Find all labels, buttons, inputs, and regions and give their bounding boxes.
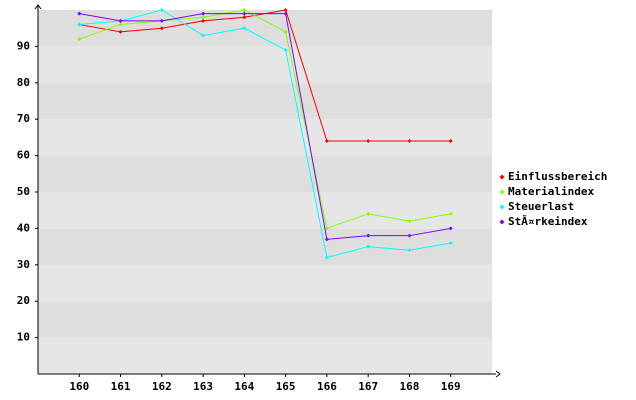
- x-axis-arrow: [495, 370, 501, 378]
- x-tick-label: 168: [400, 380, 420, 393]
- data-point: [201, 15, 206, 20]
- data-point: [366, 233, 371, 238]
- grid-band: [38, 10, 492, 47]
- series-line: [79, 13, 451, 240]
- data-point: [407, 139, 412, 144]
- series-line: [79, 9, 451, 230]
- y-tick-label: 20: [17, 294, 30, 307]
- x-tick-label: 165: [276, 380, 296, 393]
- y-axis-arrow: [34, 4, 42, 10]
- data-point: [448, 240, 453, 245]
- data-point: [448, 139, 453, 144]
- legend-marker: [499, 189, 505, 195]
- data-point: [324, 237, 329, 242]
- data-point: [77, 22, 82, 27]
- data-point: [77, 37, 82, 42]
- data-point: [118, 22, 123, 27]
- data-point: [407, 233, 412, 238]
- grid-band: [38, 82, 492, 120]
- legend-marker: [499, 204, 505, 210]
- data-point: [118, 29, 123, 34]
- data-point: [366, 244, 371, 249]
- series-line: [79, 9, 451, 259]
- data-point: [324, 226, 329, 231]
- data-point: [159, 8, 164, 12]
- data-point: [283, 29, 288, 34]
- data-point: [201, 33, 206, 38]
- grid-band: [38, 301, 492, 338]
- y-tick-label: 80: [17, 76, 30, 89]
- x-tick-label: 163: [193, 380, 213, 393]
- legend-marker: [499, 174, 505, 180]
- legend-label: StÃ¤rkeindex: [508, 215, 588, 228]
- x-tick-label: 169: [441, 380, 461, 393]
- y-tick-label: 40: [17, 221, 30, 234]
- data-point: [407, 248, 412, 253]
- x-tick-label: 164: [234, 380, 254, 393]
- y-tick-label: 70: [17, 112, 30, 125]
- y-tick-label: 10: [17, 331, 30, 344]
- x-tick-label: 162: [152, 380, 172, 393]
- y-tick-label: 90: [17, 39, 30, 52]
- grid-band: [38, 264, 492, 302]
- x-tick-label: 167: [358, 380, 378, 393]
- data-point: [448, 226, 453, 231]
- legend-label: Einflussbereich: [508, 170, 607, 183]
- x-tick-label: 166: [317, 380, 337, 393]
- data-point: [407, 219, 412, 224]
- legend-label: Steuerlast: [508, 200, 574, 213]
- grid-band: [38, 119, 492, 156]
- grid-band: [38, 337, 492, 374]
- data-point: [159, 18, 164, 23]
- data-point: [201, 18, 206, 23]
- data-point: [77, 11, 82, 16]
- data-point: [242, 8, 247, 12]
- y-tick-label: 30: [17, 258, 30, 271]
- data-point: [324, 255, 329, 260]
- data-point: [242, 11, 247, 16]
- data-point: [366, 211, 371, 216]
- data-point: [324, 139, 329, 144]
- data-point: [283, 8, 288, 12]
- grid-band: [38, 46, 492, 83]
- data-point: [283, 48, 288, 53]
- data-point: [283, 11, 288, 16]
- data-point: [242, 26, 247, 31]
- grid-band: [38, 192, 492, 229]
- x-tick-label: 161: [111, 380, 131, 393]
- grid-band: [38, 155, 492, 192]
- legend-label: Materialindex: [508, 185, 594, 198]
- y-tick-label: 50: [17, 185, 30, 198]
- legend-marker: [499, 219, 505, 225]
- data-point: [448, 211, 453, 216]
- data-point: [118, 18, 123, 23]
- data-point: [159, 26, 164, 31]
- data-point: [366, 139, 371, 144]
- x-tick-label: 160: [69, 380, 89, 393]
- grid-band: [38, 228, 492, 265]
- data-point: [242, 15, 247, 20]
- data-point: [201, 11, 206, 16]
- y-tick-label: 60: [17, 149, 30, 162]
